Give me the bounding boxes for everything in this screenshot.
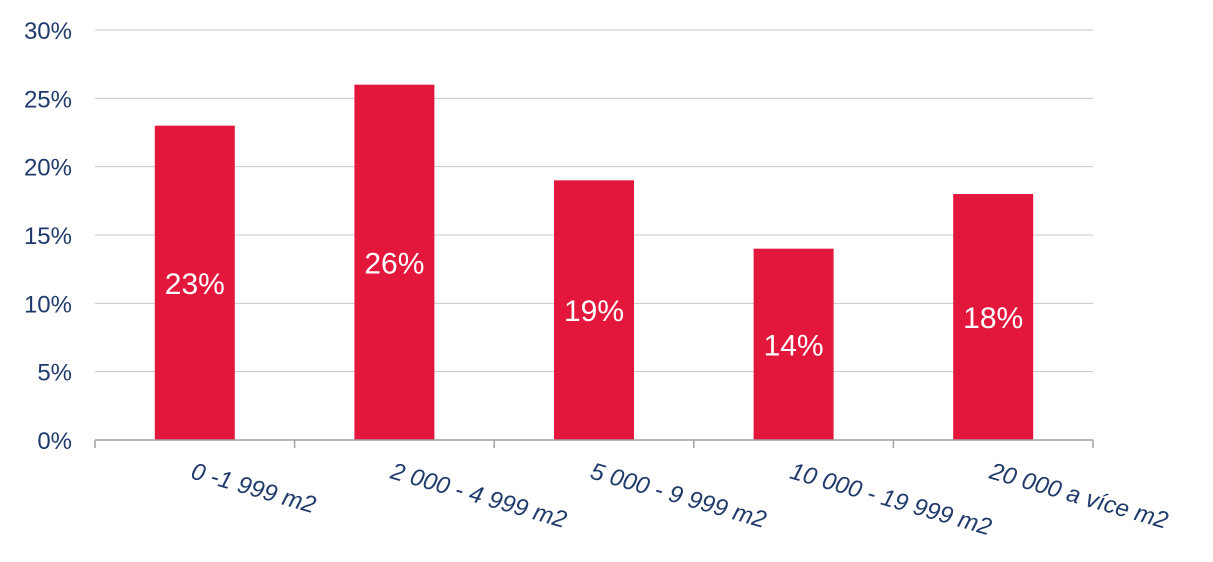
data-label: 18% <box>963 302 1023 335</box>
y-tick-label: 25% <box>24 86 72 113</box>
data-labels: 23% 26% 19% 14% 18% <box>165 247 1023 362</box>
y-tick-label: 10% <box>24 291 72 318</box>
x-axis <box>94 439 1094 448</box>
bar <box>953 194 1034 440</box>
bar <box>753 248 834 440</box>
category-label: 10 000 - 19 999 m2 <box>787 458 995 541</box>
bar <box>154 125 235 441</box>
category-labels: 0 -1 999 m2 2 000 - 4 999 m2 5 000 - 9 999… <box>188 458 1171 542</box>
data-label: 26% <box>364 247 424 280</box>
y-tick-label: 30% <box>24 18 72 45</box>
bar <box>554 180 634 441</box>
category-label: 0 -1 999 m2 <box>188 458 319 519</box>
category-label: 2 000 - 4 999 m2 <box>387 458 570 534</box>
y-tick-label: 15% <box>24 223 72 250</box>
y-tick-label: 20% <box>24 155 72 182</box>
y-axis-tick-labels: 0% 5% 10% 15% 20% 25% 30% <box>24 18 72 455</box>
y-tick-label: 5% <box>37 360 72 387</box>
data-label: 14% <box>764 329 824 362</box>
bar <box>354 84 435 441</box>
data-label: 23% <box>165 268 225 301</box>
bars <box>154 84 1034 441</box>
data-label: 19% <box>564 295 624 328</box>
category-label: 5 000 - 9 999 m2 <box>587 458 769 534</box>
y-tick-label: 0% <box>37 428 72 455</box>
category-label: 20 000 a více m2 <box>986 458 1171 535</box>
